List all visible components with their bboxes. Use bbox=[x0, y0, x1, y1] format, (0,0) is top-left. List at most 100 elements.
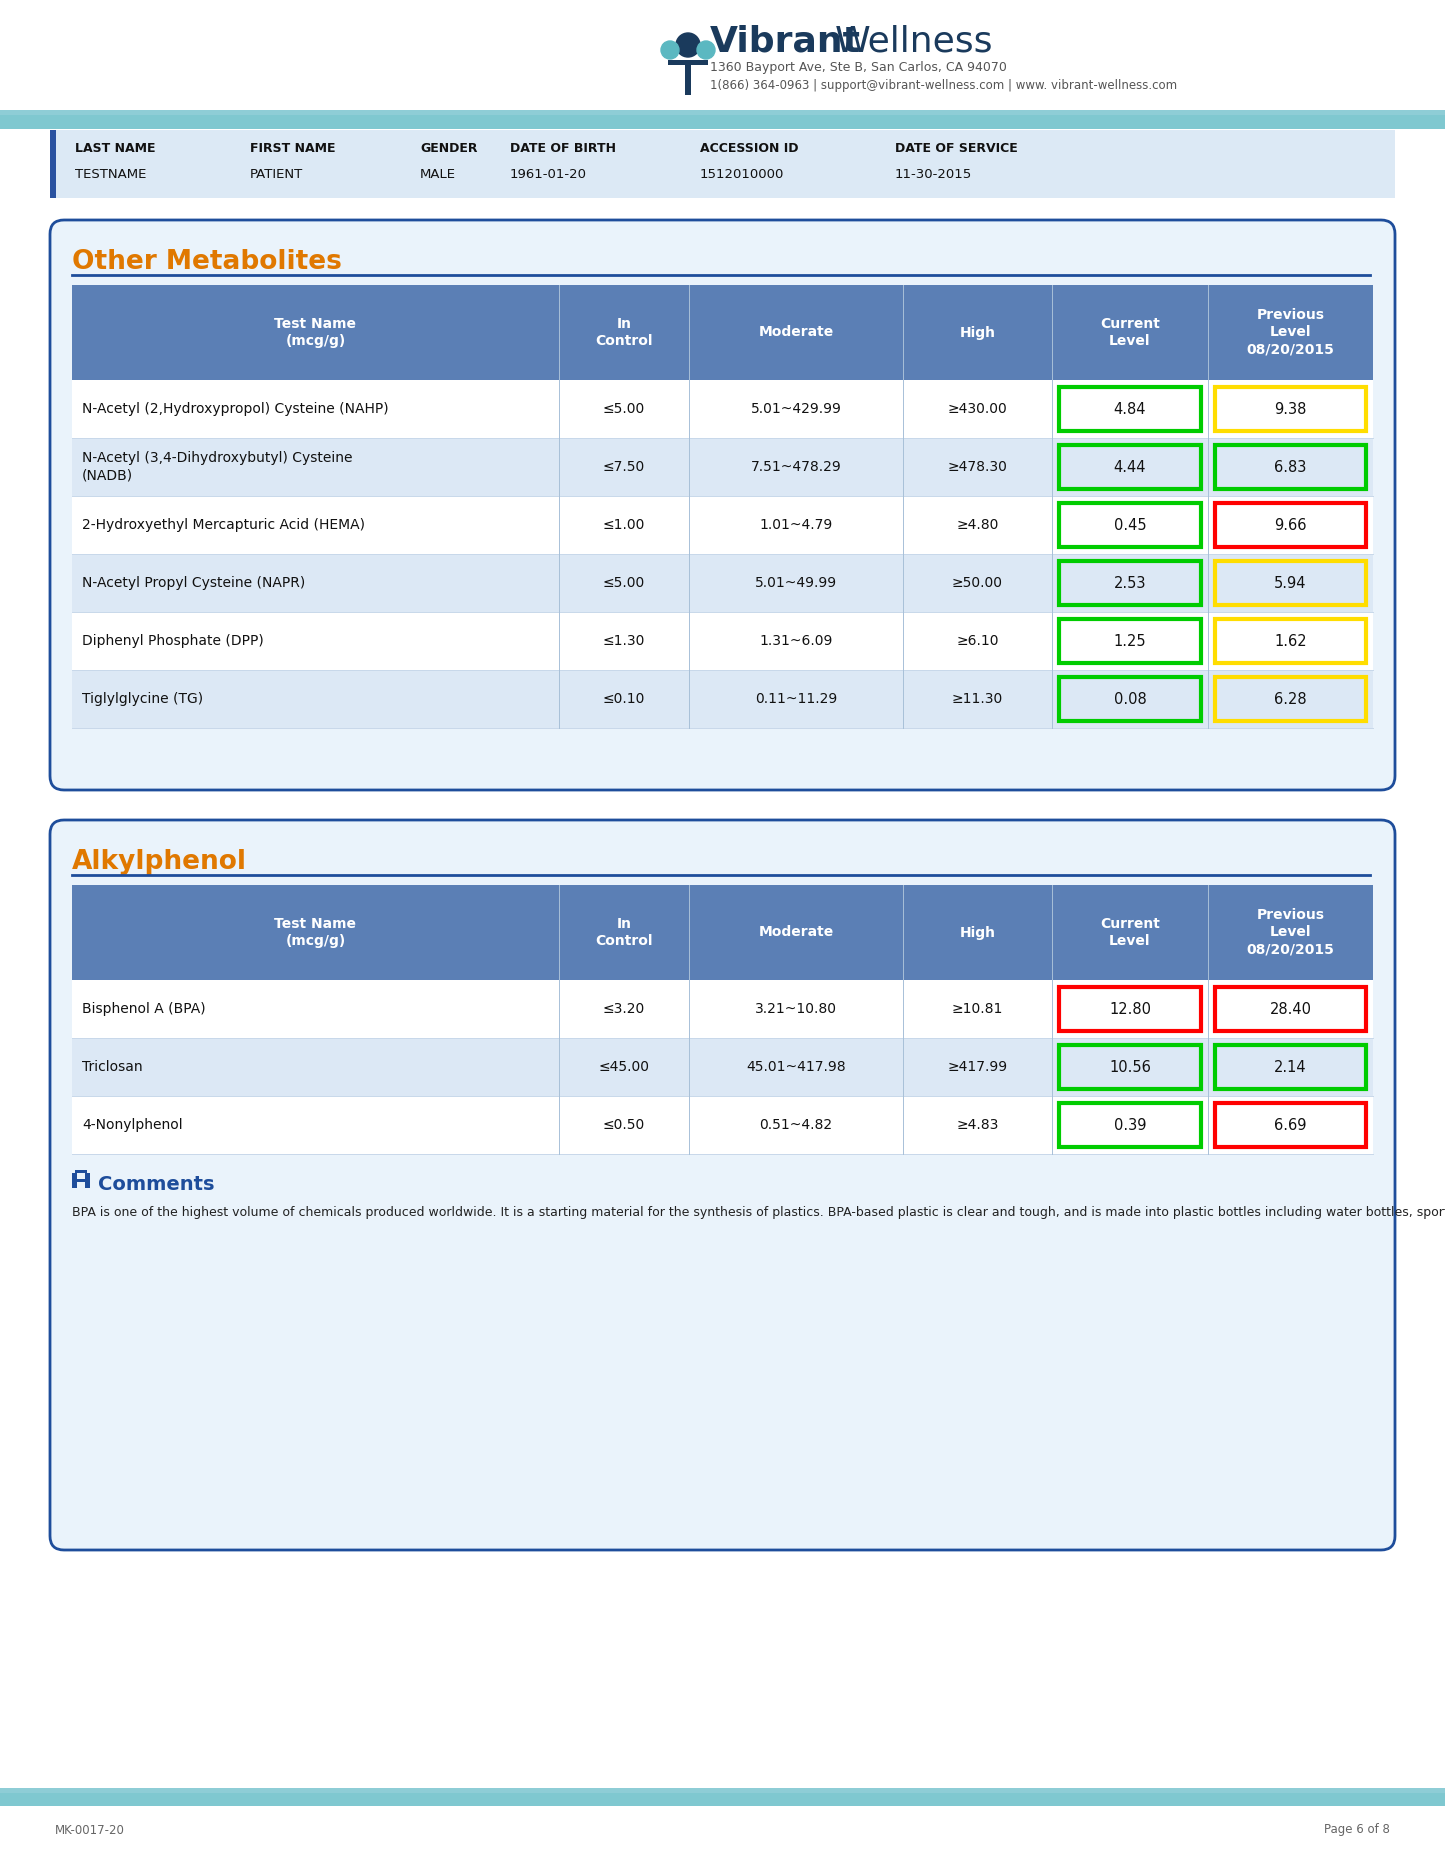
Bar bbox=[1215, 503, 1366, 548]
Bar bbox=[1059, 1103, 1201, 1146]
Bar bbox=[1215, 1103, 1366, 1146]
Text: 6.69: 6.69 bbox=[1274, 1118, 1306, 1133]
Text: GENDER: GENDER bbox=[420, 142, 477, 155]
Text: DATE OF SERVICE: DATE OF SERVICE bbox=[894, 142, 1017, 155]
Bar bbox=[1059, 387, 1201, 430]
Text: 2.14: 2.14 bbox=[1274, 1060, 1306, 1075]
Bar bbox=[1215, 503, 1366, 548]
Bar bbox=[1059, 677, 1201, 722]
Bar bbox=[1059, 561, 1201, 606]
Text: 2.53: 2.53 bbox=[1114, 576, 1146, 591]
Bar bbox=[72, 380, 1373, 438]
Text: ACCESSION ID: ACCESSION ID bbox=[699, 142, 799, 155]
Text: Test Name
(mcg/g): Test Name (mcg/g) bbox=[275, 916, 357, 948]
Text: 4-Nonylphenol: 4-Nonylphenol bbox=[82, 1118, 182, 1131]
Text: ≥4.80: ≥4.80 bbox=[957, 518, 998, 531]
Text: In
Control: In Control bbox=[595, 916, 653, 948]
Bar bbox=[1215, 987, 1366, 1030]
Bar bbox=[1215, 677, 1366, 722]
Text: Wellness: Wellness bbox=[835, 24, 994, 60]
Bar bbox=[1059, 619, 1201, 664]
Bar bbox=[1059, 387, 1201, 430]
Text: ≥11.30: ≥11.30 bbox=[952, 692, 1003, 707]
Text: Triclosan: Triclosan bbox=[82, 1060, 143, 1073]
Bar bbox=[77, 1178, 85, 1182]
Circle shape bbox=[696, 41, 715, 60]
Text: TESTNAME: TESTNAME bbox=[75, 168, 146, 181]
Text: N-Acetyl (3,4-Dihydroxybutyl) Cysteine
(NADB): N-Acetyl (3,4-Dihydroxybutyl) Cysteine (… bbox=[82, 451, 353, 482]
Bar bbox=[1059, 987, 1201, 1030]
Bar bbox=[51, 131, 56, 198]
Text: DATE OF BIRTH: DATE OF BIRTH bbox=[510, 142, 616, 155]
Text: 4.44: 4.44 bbox=[1114, 460, 1146, 475]
Text: ≥478.30: ≥478.30 bbox=[948, 460, 1007, 473]
Bar bbox=[1059, 677, 1201, 722]
Bar bbox=[0, 110, 1445, 114]
Bar bbox=[75, 1171, 87, 1174]
Text: 0.51~4.82: 0.51~4.82 bbox=[760, 1118, 832, 1131]
Bar bbox=[1215, 1045, 1366, 1088]
Text: 11-30-2015: 11-30-2015 bbox=[894, 168, 972, 181]
Text: High: High bbox=[959, 325, 996, 340]
Text: ≥50.00: ≥50.00 bbox=[952, 576, 1003, 591]
Text: High: High bbox=[959, 926, 996, 939]
Text: Tiglylglycine (TG): Tiglylglycine (TG) bbox=[82, 692, 204, 707]
Bar bbox=[1215, 561, 1366, 606]
Text: 1512010000: 1512010000 bbox=[699, 168, 785, 181]
Circle shape bbox=[676, 34, 699, 56]
Text: 3.21~10.80: 3.21~10.80 bbox=[754, 1002, 837, 1015]
Text: Vibrant: Vibrant bbox=[709, 24, 861, 60]
Text: ≥4.83: ≥4.83 bbox=[957, 1118, 998, 1131]
Text: 5.01~49.99: 5.01~49.99 bbox=[754, 576, 837, 591]
Text: ≤5.00: ≤5.00 bbox=[603, 402, 644, 415]
Bar bbox=[77, 1172, 85, 1187]
Text: 28.40: 28.40 bbox=[1270, 1002, 1312, 1017]
Text: Test Name
(mcg/g): Test Name (mcg/g) bbox=[275, 316, 357, 348]
Text: Page 6 of 8: Page 6 of 8 bbox=[1324, 1823, 1390, 1836]
Text: 9.66: 9.66 bbox=[1274, 518, 1306, 533]
Bar bbox=[72, 1096, 1373, 1154]
Text: Other Metabolites: Other Metabolites bbox=[72, 249, 342, 275]
Bar bbox=[1215, 987, 1366, 1030]
Text: ≥417.99: ≥417.99 bbox=[948, 1060, 1007, 1073]
Bar bbox=[1059, 445, 1201, 488]
Text: ≤3.20: ≤3.20 bbox=[603, 1002, 644, 1015]
Bar bbox=[1059, 1045, 1201, 1088]
Text: 5.94: 5.94 bbox=[1274, 576, 1306, 591]
Text: 9.38: 9.38 bbox=[1274, 402, 1306, 417]
Text: 7.51~478.29: 7.51~478.29 bbox=[750, 460, 841, 473]
Text: 2-Hydroxyethyl Mercapturic Acid (HEMA): 2-Hydroxyethyl Mercapturic Acid (HEMA) bbox=[82, 518, 366, 531]
Text: 1.01~4.79: 1.01~4.79 bbox=[760, 518, 832, 531]
Text: 4.84: 4.84 bbox=[1114, 402, 1146, 417]
Text: ≥430.00: ≥430.00 bbox=[948, 402, 1007, 415]
Bar bbox=[1215, 619, 1366, 664]
Text: ≤45.00: ≤45.00 bbox=[598, 1060, 649, 1073]
Bar bbox=[1059, 619, 1201, 664]
Bar bbox=[691, 60, 708, 65]
Text: 1(866) 364-0963 | support@vibrant-wellness.com | www. vibrant-wellness.com: 1(866) 364-0963 | support@vibrant-wellne… bbox=[709, 79, 1178, 92]
Bar bbox=[72, 611, 1373, 669]
Bar bbox=[1215, 1103, 1366, 1146]
Text: BPA is one of the highest volume of chemicals produced worldwide. It is a starti: BPA is one of the highest volume of chem… bbox=[72, 1206, 1445, 1219]
Text: 1961-01-20: 1961-01-20 bbox=[510, 168, 587, 181]
Text: LAST NAME: LAST NAME bbox=[75, 142, 156, 155]
Text: Current
Level: Current Level bbox=[1100, 316, 1160, 348]
Bar bbox=[685, 60, 691, 95]
Bar bbox=[1215, 677, 1366, 722]
Bar bbox=[1059, 1103, 1201, 1146]
Text: 6.83: 6.83 bbox=[1274, 460, 1306, 475]
Text: MK-0017-20: MK-0017-20 bbox=[55, 1823, 124, 1836]
Text: 1.25: 1.25 bbox=[1114, 634, 1146, 649]
Text: ≤5.00: ≤5.00 bbox=[603, 576, 644, 591]
Text: Previous
Level
08/20/2015: Previous Level 08/20/2015 bbox=[1247, 309, 1334, 357]
Text: Diphenyl Phosphate (DPP): Diphenyl Phosphate (DPP) bbox=[82, 634, 264, 649]
Text: FIRST NAME: FIRST NAME bbox=[250, 142, 335, 155]
Text: N-Acetyl (2,Hydroxypropol) Cysteine (NAHP): N-Acetyl (2,Hydroxypropol) Cysteine (NAH… bbox=[82, 402, 389, 415]
Text: 0.39: 0.39 bbox=[1114, 1118, 1146, 1133]
Bar bbox=[0, 1788, 1445, 1793]
Text: ≤0.10: ≤0.10 bbox=[603, 692, 644, 707]
Bar bbox=[1059, 503, 1201, 548]
Bar bbox=[1215, 445, 1366, 488]
Bar bbox=[1059, 561, 1201, 606]
Bar bbox=[1215, 1045, 1366, 1088]
